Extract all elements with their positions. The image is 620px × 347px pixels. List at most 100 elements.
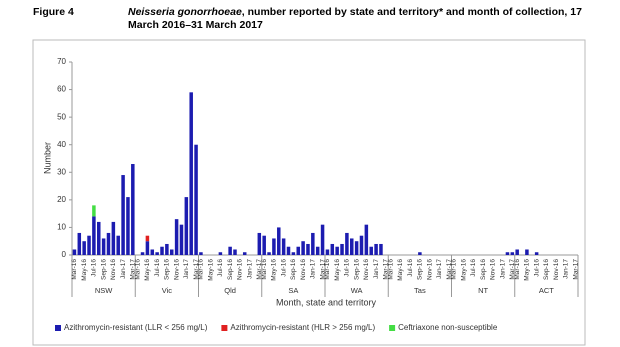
x-tick-label: Mar-16 (514, 259, 521, 280)
x-tick-label: May-16 (207, 259, 214, 281)
x-tick-label: Mar-17 (256, 259, 263, 280)
figure-label: Figure 4 (33, 6, 74, 18)
bar-segment (315, 246, 320, 255)
x-tick-label: Nov-16 (426, 259, 433, 280)
bar-segment (286, 246, 291, 255)
x-tick-label: Nov-16 (363, 259, 370, 280)
x-tick-label: Sep-16 (417, 259, 424, 280)
x-tick-label: Mar-16 (451, 259, 458, 280)
bar-segment (369, 246, 373, 255)
legend-label: Ceftriaxone non-susceptible (398, 323, 498, 332)
x-tick-label: Sep-16 (100, 259, 107, 280)
bar-segment (267, 252, 271, 255)
bar-segment (242, 252, 247, 255)
x-tick-label: Mar-17 (446, 259, 453, 280)
x-tick-label: Mar-17 (319, 259, 326, 280)
bar-segment (515, 249, 519, 255)
legend-swatch (389, 325, 396, 331)
bar-segment (92, 205, 96, 217)
x-tick-label: May-16 (334, 259, 341, 281)
bar-segment (325, 249, 330, 255)
x-tick-label: Mar-17 (383, 259, 390, 280)
x-tick-label: May-16 (397, 259, 404, 281)
x-tick-label: Sep-16 (164, 259, 171, 280)
bar-segment (505, 252, 510, 255)
x-tick-label: Nov-16 (490, 259, 497, 280)
bar-segment (296, 246, 300, 255)
x-tick-label: May-16 (144, 259, 151, 281)
x-tick-label: Jan-17 (246, 259, 253, 279)
bar-segment (277, 227, 281, 255)
bar-segment (101, 238, 106, 255)
legend-swatch (221, 325, 228, 331)
group-label: NSW (95, 286, 113, 295)
x-tick-label: Sep-16 (227, 259, 234, 280)
bar-segment (510, 252, 515, 255)
y-tick-label: 60 (57, 85, 66, 94)
bar-segment (140, 252, 145, 255)
x-tick-label: Jan-17 (499, 259, 506, 279)
x-tick-label: May-16 (81, 259, 88, 281)
bar-segment (330, 243, 335, 255)
bar-segment (155, 252, 159, 255)
bar-segment (150, 249, 155, 255)
x-tick-label: Sep-16 (290, 259, 297, 280)
x-tick-label: Nov-16 (110, 259, 117, 280)
y-tick-label: 30 (57, 167, 66, 176)
y-tick-label: 10 (57, 223, 66, 232)
title-italic: Neisseria gonorrhoeae (128, 6, 242, 18)
bar-segment (111, 221, 116, 255)
x-tick-label: Mar-17 (130, 259, 137, 280)
x-tick-label: Jul-16 (470, 259, 477, 277)
bar-segment (525, 249, 529, 255)
legend-swatch (55, 325, 61, 331)
x-tick-label: May-16 (460, 259, 467, 281)
bar-segment (233, 249, 237, 255)
x-tick-label: Nov-16 (173, 259, 180, 280)
group-label: WA (351, 286, 363, 295)
x-tick-label: Jan-17 (436, 259, 443, 279)
group-label: NT (478, 286, 488, 295)
bar-segment (364, 224, 369, 255)
x-tick-label: Jul-16 (407, 259, 414, 277)
bar-segment (169, 249, 174, 255)
x-tick-label: Mar-17 (509, 259, 516, 280)
x-tick-label: Jan-17 (563, 259, 570, 279)
bar-segment (218, 252, 223, 255)
bar-segment (374, 243, 378, 255)
x-tick-label: May-16 (524, 259, 531, 281)
x-tick-label: Jan-17 (310, 259, 317, 279)
y-tick-label: 0 (62, 250, 67, 259)
bar-segment (350, 238, 354, 255)
bar-segment (97, 221, 101, 255)
group-label: SA (288, 286, 298, 295)
bar-segment (359, 235, 364, 255)
bar-segment (189, 92, 193, 255)
bar-segment (345, 232, 349, 255)
bar-segment (160, 246, 164, 255)
bar-segment (534, 252, 539, 255)
bar-segment (145, 235, 150, 242)
bar-segment (165, 243, 169, 255)
x-tick-label: Jul-16 (533, 259, 540, 277)
x-tick-label: Sep-16 (543, 259, 550, 280)
bar-segment (379, 243, 383, 255)
y-tick-label: 70 (57, 57, 66, 66)
bar-segment (87, 235, 91, 255)
x-tick-label: Sep-16 (480, 259, 487, 280)
group-label: Vic (162, 286, 173, 295)
bar-segment (82, 241, 86, 255)
x-tick-label: Mar-17 (572, 259, 579, 280)
y-tick-label: 20 (57, 195, 66, 204)
bar-segment (106, 232, 111, 255)
bar-segment (77, 232, 82, 255)
bar-segment (418, 252, 422, 255)
x-tick-label: Nov-16 (300, 259, 307, 280)
x-tick-label: Mar-16 (324, 259, 331, 280)
bar-segment (121, 175, 125, 255)
bar-segment (262, 235, 266, 255)
bar-segment (306, 243, 310, 255)
x-tick-label: Jul-16 (91, 259, 98, 277)
bar-segment (184, 197, 189, 255)
